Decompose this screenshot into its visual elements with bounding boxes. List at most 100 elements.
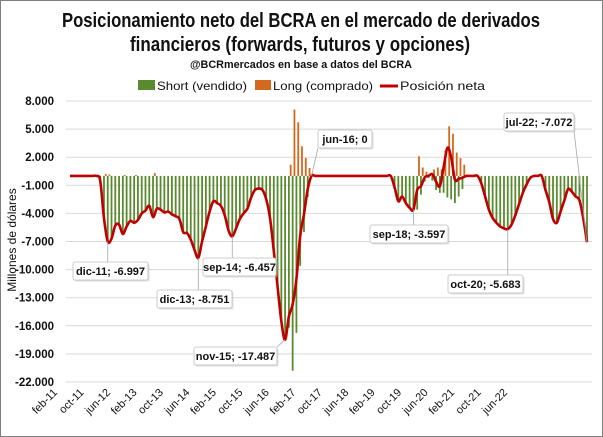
y-tick-label: 5.000 — [25, 124, 54, 136]
short-bar — [110, 175, 113, 239]
short-bar — [148, 175, 151, 206]
short-bar — [261, 175, 264, 190]
short-bar — [246, 175, 249, 209]
long-bar — [418, 156, 420, 176]
short-bar — [155, 175, 158, 209]
short-bar — [250, 175, 253, 198]
short-bar — [442, 175, 445, 193]
short-bar — [404, 175, 407, 205]
long-bar — [301, 146, 303, 176]
long-bar — [452, 133, 454, 176]
short-bar — [393, 175, 396, 188]
short-bar — [412, 175, 415, 210]
short-bar — [299, 175, 302, 266]
y-tick-label: -13.000 — [15, 293, 54, 305]
short-bar — [578, 175, 581, 201]
long-bar — [104, 174, 107, 176]
callout-leader-line — [573, 130, 588, 243]
callout-label: jul-22; -7.072 — [505, 117, 573, 129]
short-bar — [121, 175, 124, 235]
short-bar — [133, 175, 136, 223]
y-tick-label: -19.000 — [15, 349, 54, 361]
legend-swatch-short — [138, 80, 155, 90]
legend-label-short: Short (vendido) — [157, 79, 247, 93]
y-tick-label: -1.000 — [21, 180, 54, 192]
y-tick-label: -22.000 — [15, 377, 54, 389]
callout-label: dic-11; -6.997 — [76, 266, 145, 278]
long-bar — [463, 164, 466, 176]
short-bar — [484, 175, 487, 197]
callout-box — [72, 261, 149, 281]
net-line-group — [69, 146, 589, 342]
short-bar — [144, 175, 147, 211]
callout-box — [317, 129, 373, 149]
net-position-line — [69, 146, 589, 342]
long-bar — [421, 167, 424, 176]
short-bar — [544, 175, 547, 190]
callout-label: nov-15; -17.487 — [196, 351, 275, 363]
legend-swatch-long — [255, 80, 271, 90]
y-axis-ticks: 8.000 5.000 2.000 -1.000 -4.000 -7.000 -10.000… — [15, 96, 54, 389]
short-bar — [216, 175, 219, 204]
short-bar — [574, 175, 577, 197]
long-bar — [433, 169, 435, 176]
short-bar — [582, 175, 585, 219]
short-bar — [227, 175, 230, 231]
short-bar — [487, 175, 490, 210]
chart-subtitle: @BCRmercados en base a datos del BCRA — [190, 59, 412, 71]
short-bar — [280, 175, 283, 322]
short-bar — [291, 175, 294, 371]
short-bar — [454, 175, 456, 204]
short-bar — [118, 175, 120, 225]
y-tick-label: -7.000 — [21, 237, 54, 249]
long-bar — [135, 174, 137, 176]
long-bar — [123, 174, 126, 176]
long-bar — [425, 171, 428, 176]
short-bar — [152, 175, 154, 218]
short-bar — [567, 175, 570, 190]
short-bar — [431, 175, 434, 181]
short-bar — [461, 175, 464, 190]
short-bar — [559, 175, 562, 212]
callout-label: sep-18; -3.597 — [373, 229, 446, 241]
short-bar — [178, 175, 181, 220]
short-bar — [103, 175, 105, 219]
short-bar — [197, 175, 200, 258]
short-bar — [491, 175, 494, 219]
callout-box — [156, 289, 233, 309]
legend: Short (vendido) Long (comprado) Posición… — [138, 79, 485, 93]
short-bar — [408, 175, 411, 209]
short-bar — [563, 175, 566, 201]
short-bar — [401, 175, 403, 197]
short-bar — [182, 175, 185, 233]
short-bar — [499, 175, 502, 227]
callout-box — [369, 224, 449, 244]
short-bar — [295, 175, 298, 333]
short-bar — [220, 175, 222, 206]
short-bar — [186, 175, 188, 234]
long-bar — [108, 174, 111, 176]
short-bar — [397, 175, 400, 202]
y-axis-label: Millones de dólares — [5, 188, 19, 291]
short-bar — [552, 175, 554, 220]
short-bar — [510, 175, 513, 225]
short-bar — [521, 175, 524, 193]
short-bar — [303, 175, 305, 233]
short-bar — [276, 175, 279, 287]
legend-label-long: Long (comprado) — [273, 79, 373, 93]
short-bar — [272, 175, 275, 251]
long-bar — [153, 173, 156, 176]
short-bar — [212, 175, 215, 202]
y-tick-label: -10.000 — [15, 265, 54, 277]
short-bar — [480, 175, 483, 184]
callout-label: oct-20; -5.683 — [450, 279, 520, 291]
short-bar — [204, 175, 207, 227]
short-bar — [223, 175, 226, 216]
short-bar — [167, 175, 170, 212]
y-tick-label: 2.000 — [25, 152, 54, 164]
short-bar — [506, 175, 509, 230]
callout-leader-line — [276, 339, 286, 348]
y-tick-label: 8.000 — [25, 96, 54, 108]
short-bar — [457, 175, 460, 197]
